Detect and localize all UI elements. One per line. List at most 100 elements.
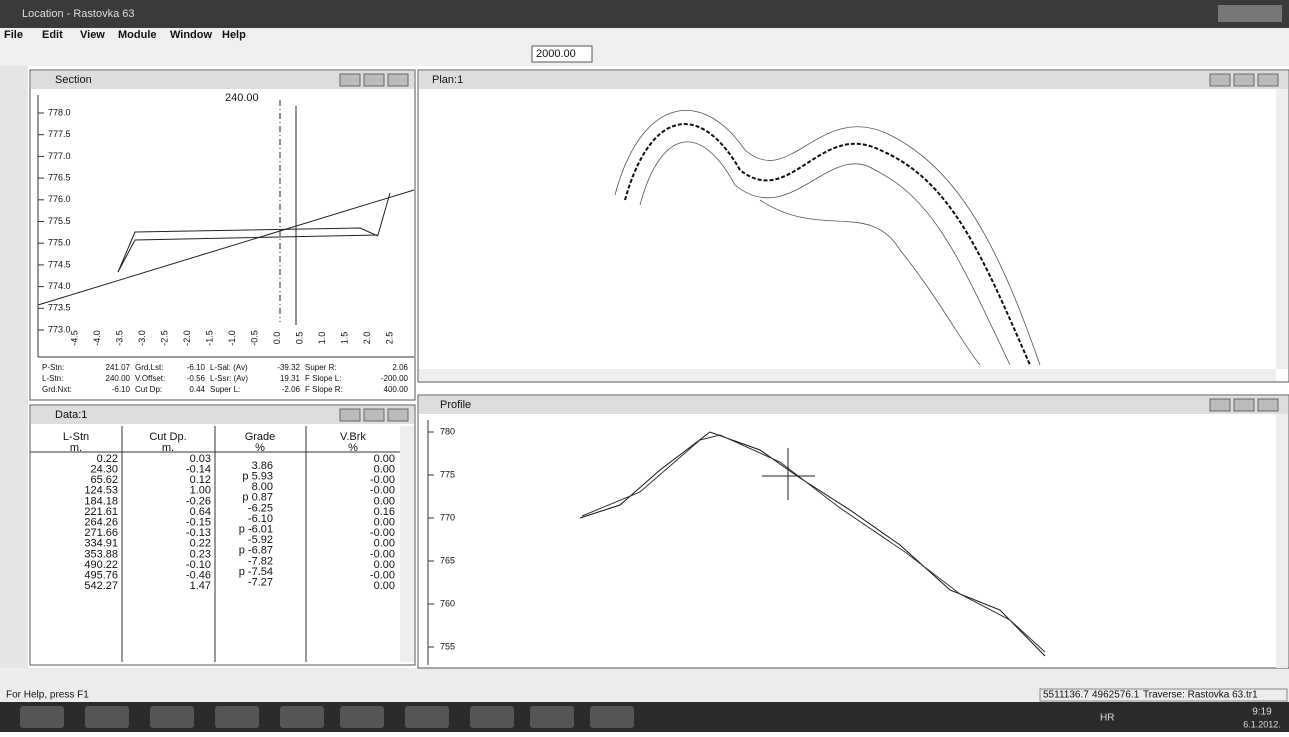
y-tick-label: 760: [440, 598, 455, 608]
taskbar-button[interactable]: [340, 706, 384, 728]
taskbar-button[interactable]: [470, 706, 514, 728]
y-tick-label: 765: [440, 555, 455, 565]
window-button[interactable]: [1210, 74, 1230, 86]
window-button[interactable]: [1258, 399, 1278, 411]
x-tick-label: 0.5: [294, 332, 304, 345]
y-tick-label: 778.0: [48, 107, 71, 117]
window-title: Profile: [440, 399, 471, 411]
scrollbar[interactable]: [1276, 89, 1288, 369]
taskbar-button[interactable]: [20, 706, 64, 728]
info-label: L-Stn:: [42, 374, 63, 383]
plan-title-bar: [419, 71, 1288, 89]
window-button[interactable]: [1258, 74, 1278, 86]
taskbar-language: HR: [1100, 713, 1114, 724]
x-tick-label: -1.5: [204, 330, 214, 346]
info-label: F Slope L:: [305, 374, 341, 383]
window-title: Plan:1: [432, 74, 463, 86]
taskbar-button[interactable]: [280, 706, 324, 728]
column-unit: m.: [70, 442, 82, 454]
taskbar-time: 9:19: [1252, 707, 1272, 718]
menu-item[interactable]: File: [4, 29, 23, 41]
scrollbar[interactable]: [419, 369, 1276, 381]
info-value: 400.00: [384, 385, 409, 394]
info-label: P-Stn:: [42, 363, 64, 372]
cell: -7.27: [248, 577, 273, 589]
info-label: Grd.Lst:: [135, 363, 163, 372]
scale-value: 2000.00: [536, 48, 576, 60]
menu-item[interactable]: Help: [222, 29, 246, 41]
x-tick-label: 0.0: [272, 332, 282, 345]
info-label: L-Ssr: (Av): [210, 374, 248, 383]
window-button[interactable]: [340, 409, 360, 421]
window-title: Data:1: [55, 409, 87, 421]
y-tick-label: 775.5: [48, 216, 71, 226]
x-tick-label: 1.0: [317, 332, 327, 345]
y-tick-label: 780: [440, 426, 455, 436]
info-value: 0.44: [189, 385, 205, 394]
x-tick-label: -3.0: [137, 330, 147, 346]
y-tick-label: 775.0: [48, 238, 71, 248]
taskbar-button[interactable]: [150, 706, 194, 728]
scrollbar[interactable]: [400, 426, 414, 662]
menu-item[interactable]: Window: [170, 29, 212, 41]
x-tick-label: -4.0: [92, 330, 102, 346]
profile-window: [418, 395, 1289, 668]
x-tick-label: 2.0: [362, 332, 372, 345]
window-button[interactable]: [364, 409, 384, 421]
taskbar-button[interactable]: [85, 706, 129, 728]
status-traverse: Traverse: Rastovka 63.tr1: [1143, 690, 1258, 701]
info-value: -0.56: [187, 374, 206, 383]
cell: 0.00: [374, 580, 395, 592]
x-tick-label: -3.5: [114, 330, 124, 346]
window-title: Section: [55, 74, 92, 86]
info-value: -2.06: [282, 385, 301, 394]
title-bar: [0, 0, 1289, 28]
x-tick-label: -0.5: [249, 330, 259, 346]
y-tick-label: 774.5: [48, 259, 71, 269]
column-unit: %: [348, 442, 358, 454]
cell: 542.27: [84, 580, 118, 592]
taskbar-button[interactable]: [405, 706, 449, 728]
menu-item[interactable]: Edit: [42, 29, 63, 41]
taskbar-button[interactable]: [590, 706, 634, 728]
menu-item[interactable]: View: [80, 29, 105, 41]
page: Location - Rastovka 63 File Edit View Module…: [0, 0, 1289, 732]
window-button[interactable]: [340, 74, 360, 86]
y-tick-label: 774.0: [48, 281, 71, 291]
y-tick-label: 770: [440, 512, 455, 522]
y-tick-label: 773.5: [48, 303, 71, 313]
taskbar-button[interactable]: [530, 706, 574, 728]
scrollbar[interactable]: [1276, 414, 1288, 668]
info-value: -6.10: [112, 385, 131, 394]
y-tick-label: 776.5: [48, 172, 71, 182]
info-label: Super R:: [305, 363, 337, 372]
x-tick-label: -2.5: [159, 330, 169, 346]
window-button[interactable]: [1210, 399, 1230, 411]
window-button[interactable]: [388, 409, 408, 421]
info-value: 2.06: [392, 363, 408, 372]
window-button[interactable]: [388, 74, 408, 86]
plan-window: [418, 70, 1289, 382]
info-value: -6.10: [187, 363, 206, 372]
info-value: 241.07: [106, 363, 131, 372]
menu-item[interactable]: Module: [118, 29, 157, 41]
y-tick-label: 777.5: [48, 129, 71, 139]
window-title: Location - Rastovka 63: [22, 8, 135, 20]
window-button[interactable]: [1234, 399, 1254, 411]
y-tick-label: 773.0: [48, 324, 71, 334]
y-tick-label: 776.0: [48, 194, 71, 204]
taskbar-button[interactable]: [215, 706, 259, 728]
y-tick-label: 755: [440, 641, 455, 651]
status-coordinate: 5511136.7: [1043, 690, 1089, 701]
info-label: F Slope R:: [305, 385, 343, 394]
info-label: Grd.Nxt:: [42, 385, 72, 394]
taskbar-date: 6.1.2012.: [1243, 719, 1281, 729]
window-button[interactable]: [364, 74, 384, 86]
window-button[interactable]: [1234, 74, 1254, 86]
cell: 1.47: [190, 580, 211, 592]
tool-strip: [0, 66, 28, 668]
screen: Location - Rastovka 63 File Edit View Module…: [0, 0, 1289, 732]
y-tick-label: 777.0: [48, 151, 71, 161]
window-controls[interactable]: [1218, 5, 1282, 22]
status-coordinate: 4962576.1: [1092, 690, 1140, 701]
